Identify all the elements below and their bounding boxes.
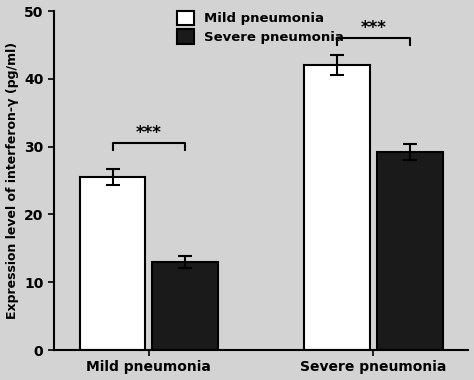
Bar bbox=[377, 152, 443, 350]
Y-axis label: Expression level of interferon-γ (pg/ml): Expression level of interferon-γ (pg/ml) bbox=[6, 42, 18, 319]
Bar bbox=[304, 65, 370, 350]
Bar bbox=[80, 177, 146, 350]
Bar bbox=[152, 262, 218, 350]
Legend: Mild pneumonia, Severe pneumonia: Mild pneumonia, Severe pneumonia bbox=[177, 11, 344, 44]
Text: ***: *** bbox=[361, 19, 386, 37]
Text: ***: *** bbox=[136, 124, 162, 142]
